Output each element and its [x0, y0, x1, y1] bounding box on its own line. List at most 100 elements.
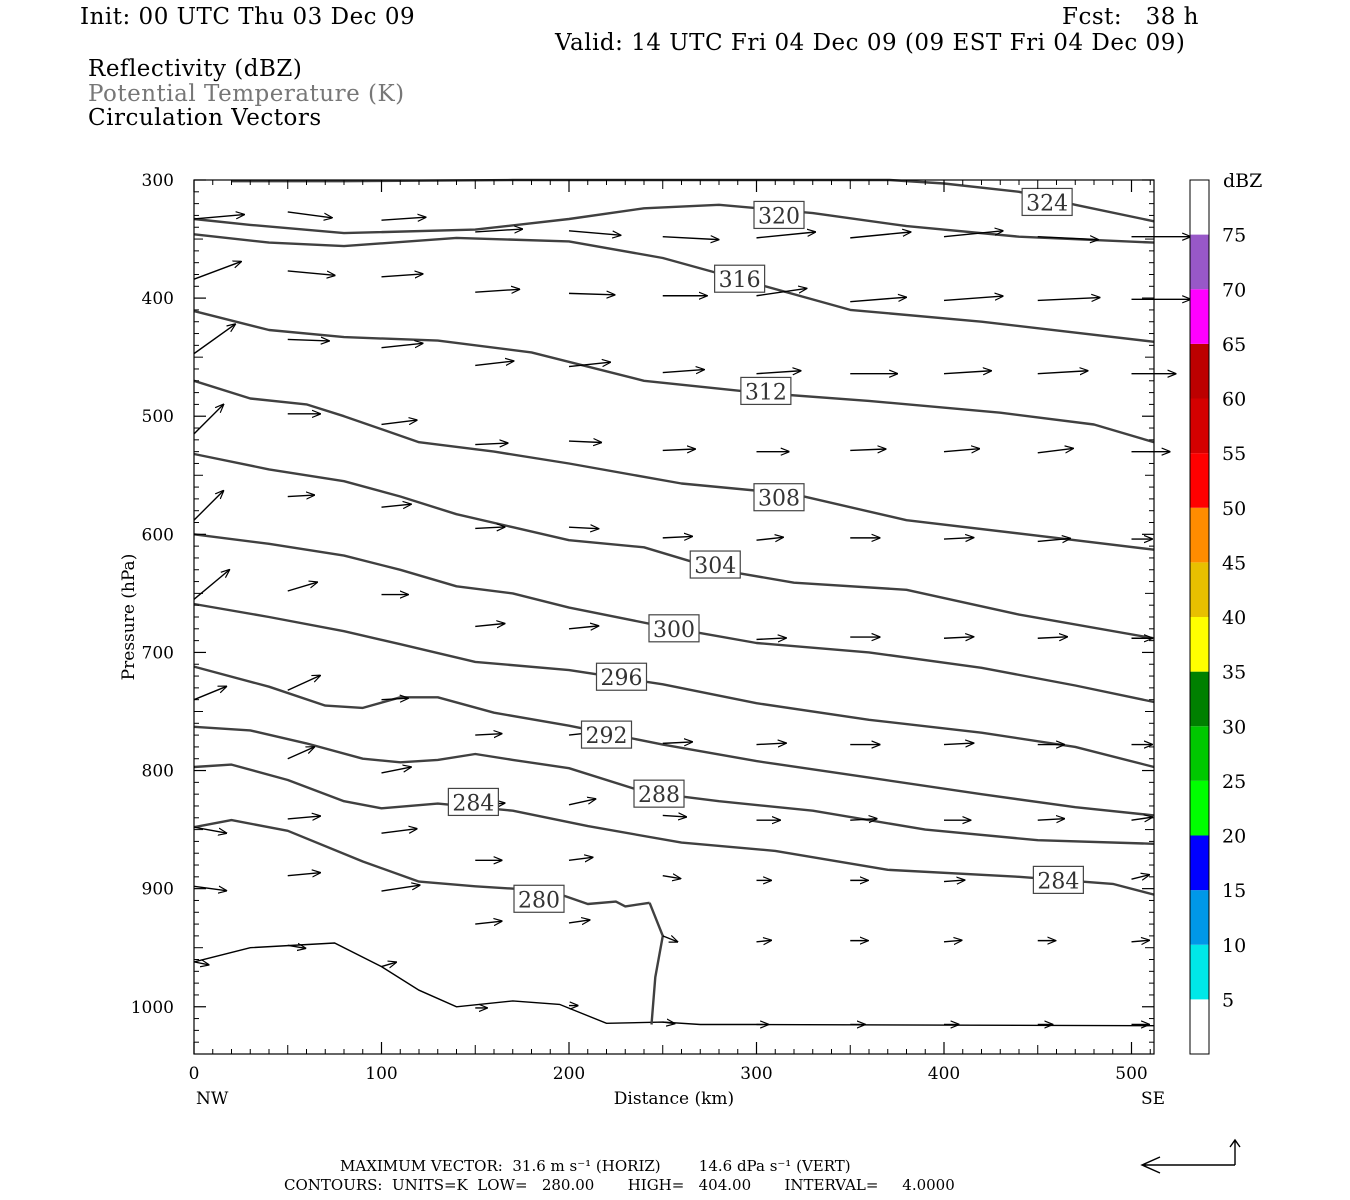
circulation-vector [1037, 371, 1088, 374]
contour-label-box [740, 376, 792, 406]
circulation-vector [475, 443, 507, 444]
x-axis-label: Distance (km) [614, 1089, 734, 1109]
circulation-vector [850, 297, 906, 303]
contour-label: 300 [648, 614, 700, 643]
x-end-label: SE [1141, 1089, 1165, 1109]
y-tick-label: 900 [142, 880, 174, 900]
contour-label: 288 [633, 779, 685, 808]
y-tick-label: 700 [142, 643, 174, 663]
circulation-vector [1131, 940, 1150, 941]
isentrope-320 [193, 203, 1155, 244]
colorbar-swatch [1190, 289, 1209, 344]
y-tick-label: 400 [142, 289, 174, 309]
circulation-vector [475, 361, 513, 367]
circulation-vector [381, 217, 426, 220]
circulation-vector [287, 270, 335, 275]
isentrope-304 [193, 452, 1155, 640]
circulation-vector [1037, 448, 1073, 454]
y-tick-label: 600 [142, 525, 174, 545]
colorbar-swatch [1190, 780, 1209, 836]
circulation-vector [568, 857, 593, 860]
contour-label: 316 [714, 264, 766, 293]
circulation-vector [381, 767, 411, 774]
circulation-vector [756, 371, 801, 374]
circulation-vector [1037, 298, 1100, 301]
x-tick-label: 500 [1115, 1064, 1147, 1084]
max-vector-info: MAXIMUM VECTOR: 31.6 m s⁻¹ (HORIZ) 14.6 … [340, 1157, 851, 1175]
circulation-vector [287, 339, 329, 340]
contour-label-layer: 324 320 316 312 308 304 300 296 292 288 284 284 280 [447, 187, 1084, 913]
contour-label: 284 [1032, 865, 1084, 894]
contour-label-box [1021, 187, 1073, 217]
isentrope-280 [193, 818, 650, 908]
circulation-vector [193, 324, 235, 355]
isentrope-312 [193, 309, 1155, 444]
x-tick-label: 100 [365, 1064, 397, 1084]
circulation-vector [568, 626, 598, 629]
circulation-vector [756, 638, 786, 639]
circulation-vector [287, 747, 314, 760]
circulation-vector [850, 449, 885, 450]
circulation-vector [287, 945, 306, 948]
circulation-vector [193, 262, 241, 280]
circulation-vector [475, 229, 522, 232]
contour-label-text: 300 [653, 618, 695, 643]
circulation-vector [943, 743, 973, 744]
contour-label-text: 316 [719, 268, 761, 293]
circulation-vector [193, 215, 244, 220]
colorbar-swatch [1190, 944, 1209, 1000]
colorbar-label: 40 [1222, 607, 1246, 629]
colorbar-swatch [1190, 453, 1209, 508]
circulation-vector [1037, 538, 1070, 541]
contour-label-text: 324 [1026, 191, 1068, 216]
contour-label: 304 [689, 550, 741, 579]
circulation-vector [381, 962, 397, 966]
circulation-vector [1037, 237, 1098, 240]
circulation-vector [193, 962, 209, 965]
contour-label: 320 [753, 200, 805, 229]
legend-potential-temperature: Potential Temperature (K) [88, 81, 405, 107]
circulation-vector [943, 940, 962, 941]
y-tick-label: 800 [142, 762, 174, 782]
circulation-vector [943, 296, 1003, 302]
x-tick-label: 300 [740, 1064, 772, 1084]
colorbar-label: 30 [1222, 716, 1246, 738]
colorbar-title: dBZ [1223, 170, 1262, 192]
circulation-vector [287, 582, 317, 592]
circulation-vector [850, 819, 876, 820]
dbz-colorbar: 5 10 15 20 25 30 35 40 45 50 55 60 65 70 75 [1189, 179, 1246, 1055]
colorbar-swatch [1190, 835, 1209, 891]
contour-label-text: 284 [1037, 869, 1079, 894]
below-ground-layer [193, 902, 1155, 1027]
contour-label: 280 [513, 884, 565, 913]
colorbar-label: 60 [1222, 389, 1246, 411]
colorbar-label: 50 [1222, 498, 1246, 520]
circulation-vector [287, 495, 314, 496]
circulation-vector [943, 449, 979, 452]
contour-label: 292 [580, 720, 633, 749]
contour-label-box [689, 550, 741, 579]
contour-label-box [1032, 865, 1084, 894]
forecast-hour: Fcst: 38 h [1062, 4, 1199, 30]
contour-label-text: 288 [638, 783, 680, 808]
circulation-vector [756, 537, 783, 540]
isentrope-300 [193, 533, 1155, 704]
circulation-vector [287, 816, 320, 819]
circulation-vector [943, 371, 991, 374]
colorbar-swatch [1190, 398, 1209, 454]
contour-label-text: 280 [518, 888, 560, 913]
contour-label: 284 [447, 787, 499, 816]
colorbar-swatch [1190, 562, 1209, 617]
colorbar-swatch [1190, 507, 1209, 563]
circulation-vector [1131, 875, 1150, 879]
circulation-vector [568, 293, 615, 294]
circulation-vector [943, 538, 973, 539]
colorbar-swatch [1190, 890, 1209, 945]
contour-label: 312 [740, 376, 792, 406]
init-time: Init: 00 UTC Thu 03 Dec 09 [80, 4, 416, 30]
circulation-vector [662, 742, 692, 743]
circulation-vector [287, 676, 320, 691]
circulation-vector [662, 815, 687, 816]
circulation-vector [193, 826, 226, 833]
circulation-vector [662, 936, 678, 942]
